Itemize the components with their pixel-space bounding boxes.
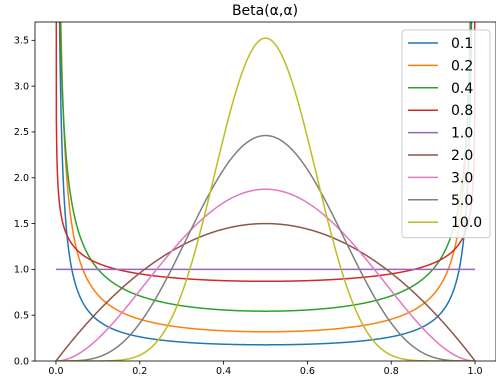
y-tick-label: 0.0	[14, 356, 29, 367]
y-tick-label: 0.5	[14, 310, 29, 321]
x-tick-label: 0.8	[384, 366, 399, 377]
legend-label-0.8: 0.8	[451, 103, 473, 119]
series-line-10.0	[55, 37, 476, 361]
series-line-2.0	[55, 222, 476, 361]
series-line-0.2	[60, 22, 471, 333]
legend-label-0.4: 0.4	[451, 81, 473, 97]
x-tick-label: 1.0	[467, 366, 482, 377]
legend-label-0.2: 0.2	[451, 58, 473, 74]
y-tick-label: 2.0	[14, 173, 29, 184]
legend-label-10.0: 10.0	[451, 215, 482, 231]
series-layer	[55, 22, 476, 361]
legend: 0.1 0.2 0.4 0.8 1.0 2.0 3.0 5.0 10.0	[401, 29, 491, 239]
series-line-3.0	[55, 188, 476, 361]
legend-label-1.0: 1.0	[451, 126, 473, 142]
y-tick-label: 3.5	[14, 36, 29, 47]
legend-label-3.0: 3.0	[451, 170, 473, 186]
x-tick-label: 0.2	[132, 366, 147, 377]
legend-box	[401, 29, 491, 239]
y-tick-label: 1.0	[14, 265, 29, 276]
x-tick-label: 0.4	[216, 366, 231, 377]
x-tick-label: 0.6	[300, 366, 315, 377]
legend-label-2.0: 2.0	[451, 148, 473, 164]
y-tick-label: 2.5	[14, 127, 29, 138]
legend-label-0.1: 0.1	[451, 36, 473, 52]
series-line-0.4	[59, 22, 472, 312]
chart-title: Beta(α,α)	[232, 3, 298, 19]
axes-layer: 0.0 0.2 0.4 0.6 0.8 1.0 0.0 0.5 1.0 1.5 2.0 2.5 3.0 3…	[14, 21, 496, 377]
y-tick-label: 1.5	[14, 219, 29, 230]
series-line-5.0	[55, 134, 476, 361]
x-tick-label: 0.0	[48, 366, 63, 377]
series-line-0.1	[58, 22, 473, 346]
series-line-0.8	[55, 22, 476, 283]
plot-frame	[34, 21, 496, 362]
y-tick-label: 3.0	[14, 81, 29, 92]
legend-label-5.0: 5.0	[451, 193, 473, 209]
